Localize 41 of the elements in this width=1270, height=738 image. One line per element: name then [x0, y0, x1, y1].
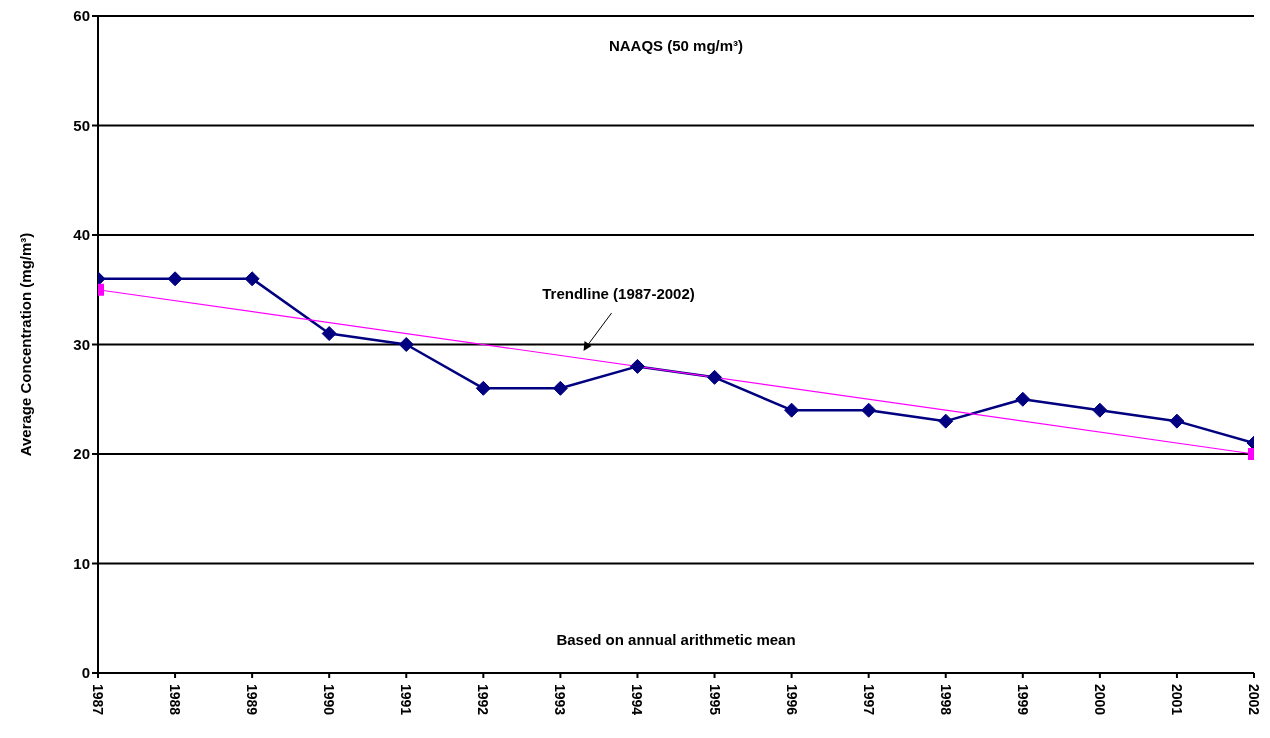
point [398, 337, 414, 352]
x-tick-label: 1995 [706, 684, 723, 716]
x-tick-label: 1999 [1014, 684, 1031, 716]
point [629, 358, 645, 374]
x-tick-label: 1997 [860, 684, 877, 716]
y-axis-title: Average Concentration (mg/m³) [17, 232, 35, 457]
point [861, 402, 877, 418]
annotation: Based on annual arithmetic mean [556, 631, 796, 649]
x-tick-label: 1989 [244, 684, 261, 716]
y-tick-label: 40 [73, 226, 90, 244]
x-tick-label: 1992 [475, 684, 492, 716]
point [784, 402, 800, 418]
point [1015, 391, 1031, 407]
point [552, 380, 568, 396]
annotation: NAAQS (50 mg/m³) [608, 36, 744, 54]
x-tick-label: 1996 [783, 684, 800, 716]
point [475, 380, 491, 396]
point [938, 413, 954, 429]
point [1169, 413, 1185, 429]
y-tick-label: 50 [73, 116, 90, 134]
x-tick-label: 1991 [398, 684, 415, 716]
x-tick-label: 1998 [937, 684, 954, 716]
x-tick-label: 2000 [1091, 684, 1108, 716]
point [321, 326, 337, 342]
x-tick-label: 2002 [1246, 684, 1262, 716]
x-tick-label: 2001 [1168, 684, 1185, 716]
y-tick-label: 20 [73, 445, 90, 463]
x-tick-label: 1987 [90, 684, 106, 716]
x-tick-label: 1988 [167, 684, 184, 716]
point [1092, 402, 1108, 418]
point [244, 271, 260, 287]
x-tick-label: 1993 [552, 684, 569, 716]
y-tick-label: 30 [73, 335, 90, 353]
point [707, 369, 723, 385]
y-tick-label: 10 [73, 554, 90, 572]
annotation: Trendline (1987-2002) [542, 284, 695, 302]
x-tick-label: 1990 [321, 684, 338, 716]
y-tick-label: 0 [81, 664, 90, 682]
y-tick-label: 60 [73, 7, 90, 25]
point [167, 271, 183, 287]
x-tick-label: 1994 [629, 684, 646, 716]
